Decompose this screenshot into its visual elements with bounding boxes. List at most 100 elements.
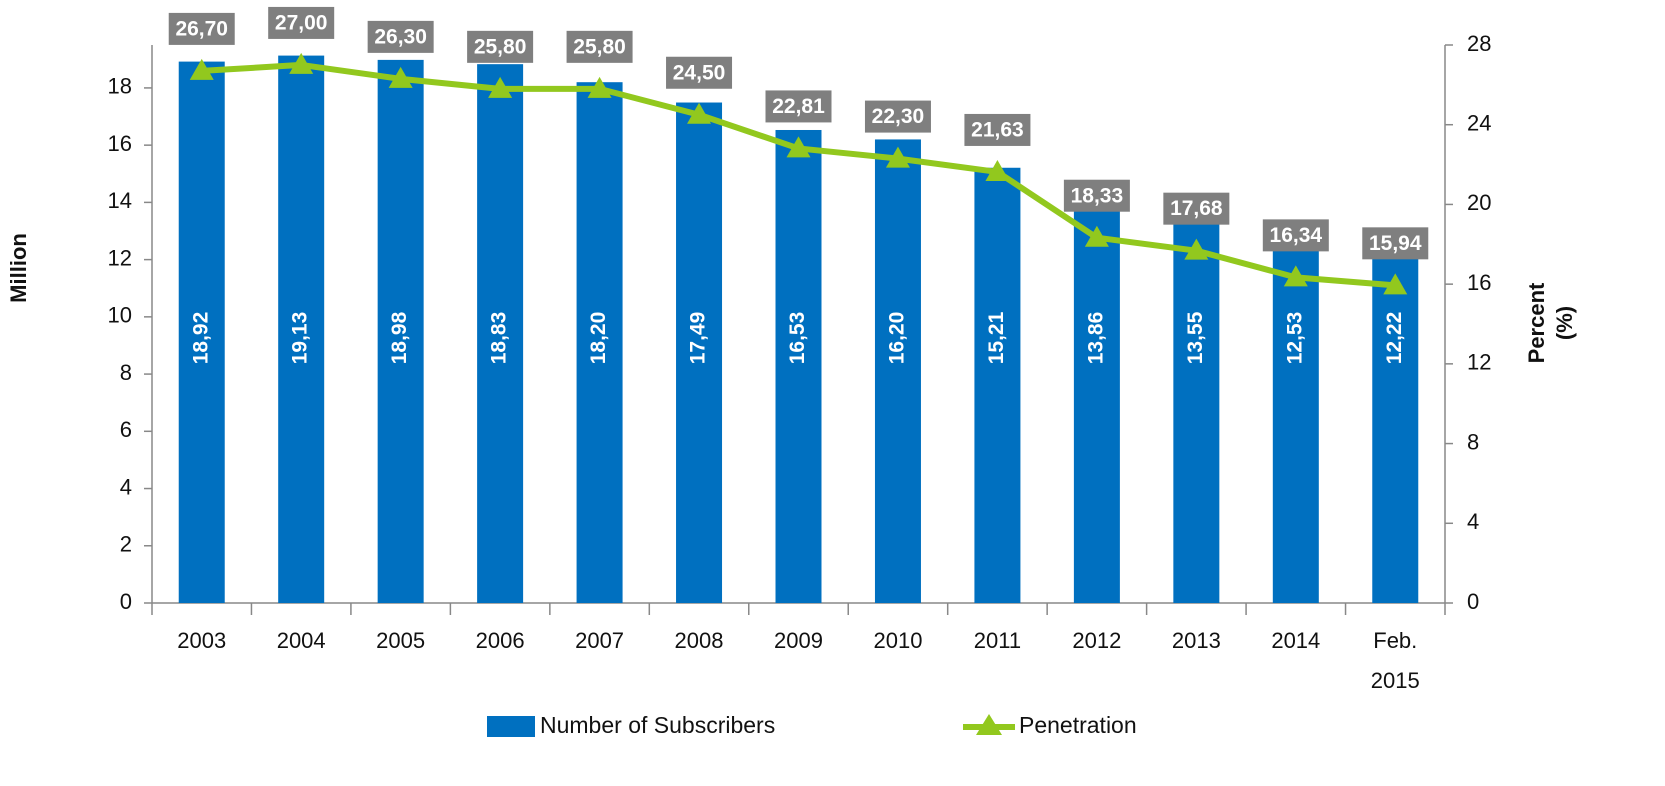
line-label: 27,00	[275, 11, 328, 34]
bar	[178, 61, 225, 603]
line-label-box	[1063, 179, 1130, 212]
bar	[775, 129, 822, 604]
line-marker	[289, 52, 314, 74]
y2-tick-label: 24	[1467, 111, 1491, 136]
line-label-box	[864, 100, 931, 133]
bar-label: 18,83	[488, 312, 511, 365]
x-tick-label: 2004	[277, 628, 326, 653]
bar-label: 12,22	[1383, 312, 1406, 365]
line-label: 21,63	[971, 118, 1024, 141]
line-label: 15,94	[1369, 232, 1422, 255]
line-label: 24,50	[673, 61, 726, 84]
x-tick-label: 2005	[376, 628, 425, 653]
line-label-box	[1362, 227, 1429, 260]
bar-label: 13,86	[1084, 312, 1107, 365]
y-tick-label: 12	[108, 245, 132, 270]
x-tick-label: 2007	[575, 628, 624, 653]
line-label-box	[1163, 192, 1230, 225]
bar	[1372, 253, 1419, 603]
line-label: 17,68	[1170, 197, 1223, 220]
y-tick-label: 6	[120, 417, 132, 442]
bar-label: 18,98	[388, 311, 411, 364]
x-tick-label: 2003	[177, 628, 226, 653]
bar-label: 18,92	[189, 312, 212, 365]
y-axis-label: Million	[6, 233, 31, 303]
line-marker	[786, 136, 811, 158]
bar	[1173, 215, 1220, 603]
x-tick-label: 2009	[774, 628, 823, 653]
y2-axis-label: Percent (%)	[1524, 282, 1577, 363]
x-tick-label: 2010	[873, 628, 922, 653]
bar	[1073, 206, 1120, 604]
line-label-box	[765, 90, 832, 123]
line-marker	[488, 76, 513, 98]
y2-tick-label: 12	[1467, 350, 1491, 375]
line-label: 22,30	[872, 105, 925, 128]
line-marker	[1084, 225, 1109, 247]
y-tick-label: 4	[120, 474, 132, 499]
y-tick-label: 16	[108, 131, 132, 156]
x-tick-label: 2012	[1072, 628, 1121, 653]
legend-label: Penetration	[1019, 712, 1137, 738]
line-label: 25,80	[573, 35, 626, 58]
bar	[278, 55, 325, 603]
line-marker	[687, 102, 712, 124]
bar-label: 12,53	[1283, 312, 1306, 365]
bar-label: 15,21	[985, 311, 1008, 364]
x-tick-label: 2006	[476, 628, 525, 653]
line-marker	[885, 146, 910, 168]
y2-tick-label: 20	[1467, 190, 1491, 215]
y-tick-label: 8	[120, 360, 132, 385]
legend-label: Number of Subscribers	[540, 712, 775, 738]
bar	[576, 82, 623, 603]
line-label-box	[268, 6, 335, 39]
y-tick-label: 0	[120, 589, 132, 614]
bar-label: 18,20	[587, 312, 610, 365]
line-label: 18,33	[1071, 184, 1124, 207]
line-marker	[1383, 273, 1408, 295]
bar	[974, 167, 1021, 603]
line-label-box	[1262, 219, 1329, 252]
line-label: 26,30	[374, 25, 427, 48]
y2-tick-label: 4	[1467, 509, 1479, 534]
line-marker	[189, 58, 214, 80]
bar	[477, 64, 524, 604]
bar-label: 16,53	[786, 312, 809, 365]
y2-tick-label: 8	[1467, 429, 1479, 454]
line-marker	[1283, 265, 1308, 287]
line-marker	[985, 159, 1010, 181]
x-tick-label: 2013	[1172, 628, 1221, 653]
y-tick-label: 10	[108, 303, 132, 328]
y2-tick-label: 16	[1467, 270, 1491, 295]
line-label: 25,80	[474, 35, 527, 58]
line-label-box	[168, 12, 235, 45]
x-tick-label: 2011	[974, 628, 1021, 653]
y-tick-label: 18	[108, 74, 132, 99]
line-label: 22,81	[772, 95, 825, 118]
bar-label: 19,13	[289, 312, 312, 365]
line-marker	[388, 66, 413, 88]
bar	[676, 102, 723, 604]
legend-swatch	[976, 714, 1002, 735]
y2-tick-label: 0	[1467, 589, 1479, 614]
bar-label: 17,49	[687, 312, 710, 365]
line-label: 16,34	[1270, 224, 1323, 247]
line-marker	[1184, 238, 1209, 260]
x-tick-label: 2008	[675, 628, 724, 653]
bar	[1272, 244, 1319, 604]
line-label-box	[467, 30, 534, 63]
bar-label: 16,20	[886, 312, 909, 365]
line-label-box	[964, 113, 1031, 146]
y-tick-label: 2	[120, 532, 132, 557]
x-tick-label: Feb. 2015	[1371, 628, 1420, 693]
line-label-box	[666, 56, 733, 89]
y2-tick-label: 28	[1467, 31, 1491, 56]
legend-swatch	[487, 716, 535, 737]
y-tick-label: 14	[108, 188, 132, 213]
x-tick-label: 2014	[1271, 628, 1320, 653]
line-label-box	[367, 20, 434, 53]
line-marker	[587, 76, 612, 98]
bar	[874, 139, 921, 603]
bar	[377, 59, 424, 603]
